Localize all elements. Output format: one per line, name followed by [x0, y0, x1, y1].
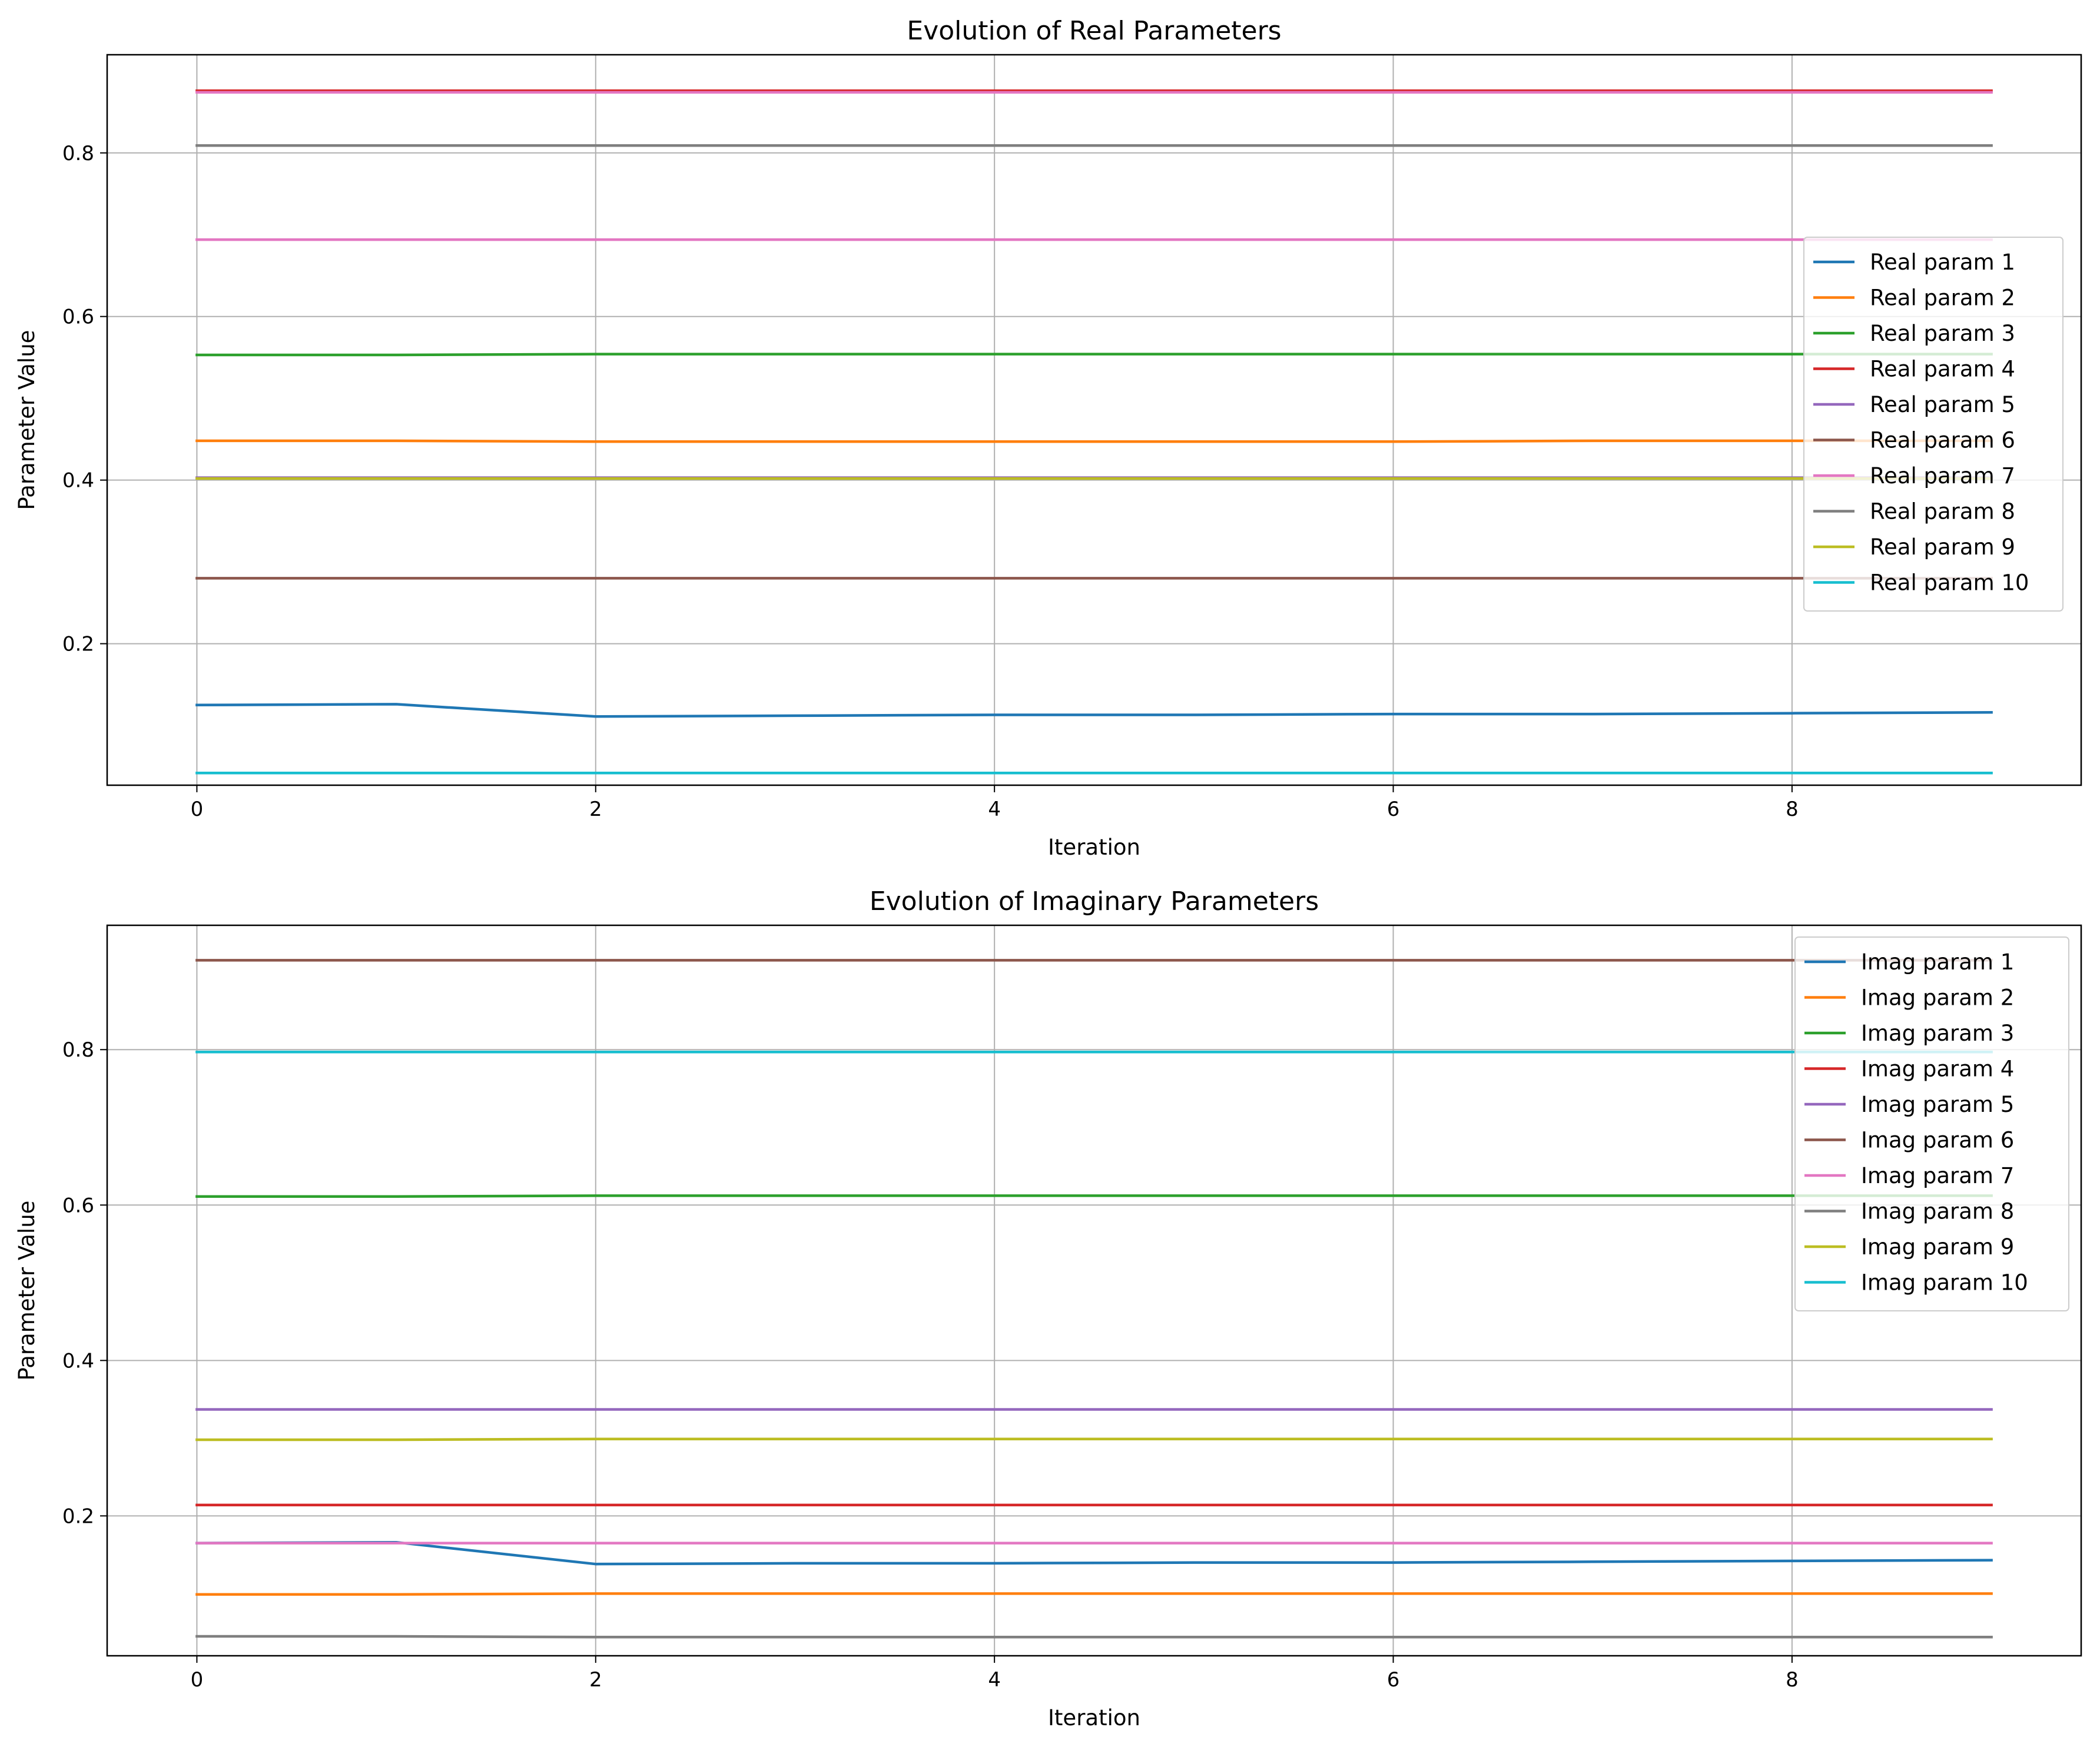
legend-label: Real param 9 — [1870, 534, 2015, 560]
series-line-9 — [195, 1437, 1993, 1442]
series-line-1 — [195, 1540, 1993, 1566]
y-tick-label: 0.2 — [62, 1504, 94, 1528]
chart-title: Evolution of Imaginary Parameters — [870, 886, 1319, 916]
y-tick-label: 0.6 — [62, 1194, 94, 1217]
legend-label: Real param 6 — [1870, 428, 2015, 453]
legend-label: Imag param 4 — [1861, 1057, 2014, 1082]
x-tick-label: 4 — [988, 798, 1001, 821]
x-tick-label: 0 — [191, 1668, 204, 1692]
legend-label: Real param 7 — [1870, 463, 2015, 489]
chart-panel-2: 0 2 4 6 8 0.2 0.4 0.6 0.8 Evolution of Imaginary … — [14, 886, 2082, 1731]
x-tick-label: 0 — [191, 798, 204, 821]
axes-frame — [106, 54, 2082, 786]
legend-box — [1803, 237, 2063, 612]
series-line-1 — [195, 703, 1993, 718]
chart-title: Evolution of Real Parameters — [907, 16, 1281, 46]
legend-label: Imag param 3 — [1861, 1021, 2014, 1046]
legend-label: Imag param 9 — [1861, 1234, 2014, 1260]
legend-label: Real param 1 — [1870, 250, 2015, 275]
series-line-2 — [195, 1592, 1993, 1596]
y-tick-label: 0.2 — [62, 633, 94, 656]
legend-label: Imag param 8 — [1861, 1199, 2014, 1224]
x-axis-label: Iteration — [1048, 1705, 1140, 1731]
axes-frame — [106, 924, 2082, 1657]
x-axis-label: Iteration — [1048, 835, 1140, 860]
y-tick-label: 0.4 — [62, 469, 94, 493]
legend: Real param 1 Real param 2 Real param 3 Real… — [1803, 237, 2063, 612]
x-tick-label: 8 — [1786, 1668, 1799, 1692]
y-tick-label: 0.4 — [62, 1349, 94, 1373]
legend-label: Imag param 5 — [1861, 1092, 2014, 1117]
legend-box — [1794, 936, 2069, 1311]
x-tick-label: 8 — [1786, 798, 1799, 821]
legend-label: Real param 3 — [1870, 321, 2015, 346]
series-line-3 — [195, 353, 1993, 357]
y-tick-label: 0.6 — [62, 305, 94, 329]
legend-label: Real param 8 — [1870, 499, 2015, 524]
x-tick-label: 6 — [1387, 798, 1400, 821]
legend-label: Imag param 1 — [1861, 949, 2014, 975]
legend-label: Real param 5 — [1870, 392, 2015, 417]
legend-label: Real param 2 — [1870, 285, 2015, 311]
series-line-3 — [195, 1194, 1993, 1198]
legend-label: Imag param 6 — [1861, 1128, 2014, 1153]
y-tick-label: 0.8 — [62, 142, 94, 165]
chart-panel-1: 0 2 4 6 8 0.2 0.4 0.6 0.8 Evolution of Real Param… — [14, 16, 2082, 860]
y-axis-label: Parameter Value — [14, 330, 39, 510]
x-tick-label: 4 — [988, 1668, 1001, 1692]
x-tick-label: 2 — [589, 1668, 602, 1692]
legend-label: Imag param 10 — [1861, 1270, 2028, 1296]
legend: Imag param 1 Imag param 2 Imag param 3 Imag… — [1794, 936, 2069, 1311]
series-line-8 — [195, 1635, 1993, 1639]
x-tick-label: 2 — [589, 798, 602, 821]
y-axis-label: Parameter Value — [14, 1201, 39, 1381]
y-tick-label: 0.8 — [62, 1038, 94, 1062]
legend-label: Imag param 7 — [1861, 1163, 2014, 1188]
x-tick-label: 6 — [1387, 1668, 1400, 1692]
legend-label: Real param 10 — [1870, 570, 2029, 596]
legend-label: Real param 4 — [1870, 357, 2015, 382]
legend-label: Imag param 2 — [1861, 985, 2014, 1011]
